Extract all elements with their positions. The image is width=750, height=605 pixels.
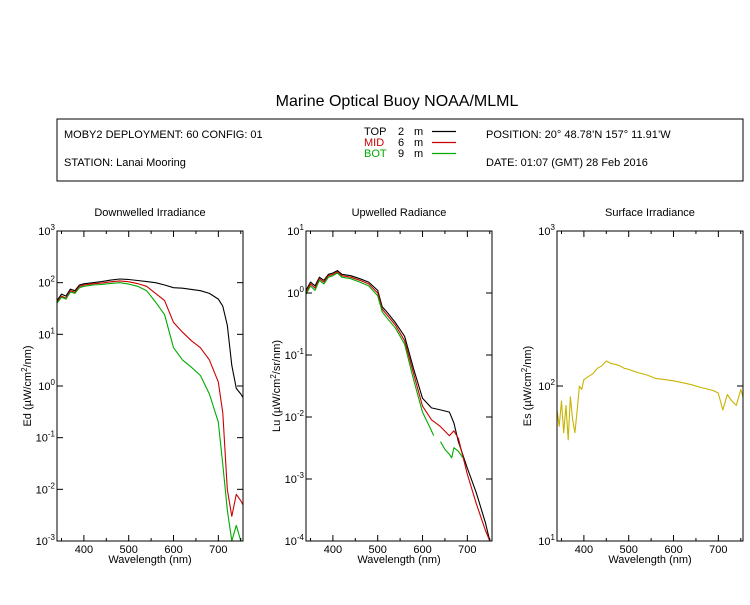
y-tick-label: 100 — [38, 378, 55, 393]
info-box: MOBY2 DEPLOYMENT: 60 CONFIG: 01 STATION:… — [56, 118, 744, 182]
legend-depth: 2 — [398, 126, 404, 138]
legend-depth: 9 — [398, 148, 404, 160]
legend-item-bot: BOT 9 m — [364, 148, 456, 160]
y-axis-label: Lu (µW/cm2/sr/nm) — [269, 340, 283, 432]
y-tick-label: 103 — [38, 223, 55, 238]
series-group — [57, 278, 243, 541]
y-tick-label: 10-3 — [36, 533, 56, 548]
y-tick-label: 101 — [287, 223, 304, 238]
y-tick-label: 102 — [538, 378, 555, 393]
plot-frame — [556, 230, 744, 542]
x-tick-label: 400 — [324, 544, 342, 556]
legend-depth: 6 — [398, 137, 404, 149]
x-tick-label: 700 — [709, 544, 727, 556]
y-tick-label: 10-3 — [285, 471, 305, 486]
series-line-mid — [57, 280, 243, 517]
x-tick-label: 700 — [209, 544, 227, 556]
plot-frame — [305, 230, 493, 542]
x-axis-label: Wavelength (nm) — [608, 554, 691, 566]
x-tick-label: 500 — [369, 544, 387, 556]
x-tick-label: 400 — [575, 544, 593, 556]
y-tick-label: 10-1 — [36, 430, 56, 445]
y-tick-label: 102 — [38, 275, 55, 290]
chart-panel-3: Surface Irradiance 400 500 600 700 103 102 101 W… — [520, 207, 744, 566]
y-tick-label: 10-2 — [36, 481, 56, 496]
y-tick-label: 10-1 — [285, 347, 305, 362]
x-tick-label: 500 — [620, 544, 638, 556]
legend-unit: m — [414, 148, 423, 160]
legend-name: MID — [364, 137, 384, 149]
legend-item-top: TOP 2 m — [364, 126, 456, 138]
panel-title: Upwelled Radiance — [352, 207, 447, 219]
series-line-top — [306, 270, 492, 541]
legend-unit: m — [414, 137, 423, 149]
series-line-bot — [57, 282, 242, 541]
legend-item-mid: MID 6 m — [364, 137, 456, 149]
date-text: DATE: 01:07 (GMT) 28 Feb 2016 — [486, 157, 648, 169]
x-tick-label: 600 — [164, 544, 182, 556]
x-tick-label: 400 — [75, 544, 93, 556]
series-line-bot — [306, 272, 435, 436]
y-tick-label: 10-4 — [285, 533, 305, 548]
x-tick-label: 700 — [458, 544, 476, 556]
y-tick-label: 103 — [538, 223, 555, 238]
legend-name: BOT — [364, 148, 387, 160]
x-tick-label: 600 — [664, 544, 682, 556]
legend-unit: m — [414, 126, 423, 138]
y-tick-label: 100 — [287, 285, 304, 300]
series-line-bot — [440, 441, 464, 459]
legend-name: TOP — [364, 126, 386, 138]
x-tick-label: 500 — [120, 544, 138, 556]
y-tick-label: 10-2 — [285, 409, 305, 424]
series-line-top — [57, 278, 243, 398]
series-line-mid — [306, 271, 492, 541]
chart-panel-1: Downwelled Irradiance 400 500 600 700 103 102 1… — [20, 207, 244, 566]
plot-frame — [56, 230, 244, 542]
y-axis-label: Ed (µW/cm2/nm) — [20, 345, 34, 426]
series-group — [306, 270, 492, 541]
station-text: STATION: Lanai Mooring — [64, 157, 186, 169]
panel-title: Surface Irradiance — [605, 207, 695, 219]
deployment-text: MOBY2 DEPLOYMENT: 60 CONFIG: 01 — [64, 129, 263, 141]
y-tick-label: 101 — [38, 326, 55, 341]
y-axis-label: Es (µW/cm2/nm) — [520, 346, 534, 426]
x-axis-label: Wavelength (nm) — [108, 554, 191, 566]
series-line-es — [557, 360, 743, 441]
position-text: POSITION: 20° 48.78’N 157° 11.91’W — [486, 129, 671, 141]
chart-panel-2: Upwelled Radiance 400 500 600 700 101 100 10-1 1… — [269, 207, 493, 566]
depth-legend: TOP 2 m MID 6 m BOT 9 m — [364, 126, 456, 160]
series-group — [557, 360, 743, 441]
x-axis-label: Wavelength (nm) — [357, 554, 440, 566]
panel-title: Downwelled Irradiance — [94, 207, 205, 219]
y-tick-label: 101 — [538, 533, 555, 548]
main-title: Marine Optical Buoy NOAA/MLML — [276, 93, 519, 110]
x-tick-label: 600 — [413, 544, 431, 556]
